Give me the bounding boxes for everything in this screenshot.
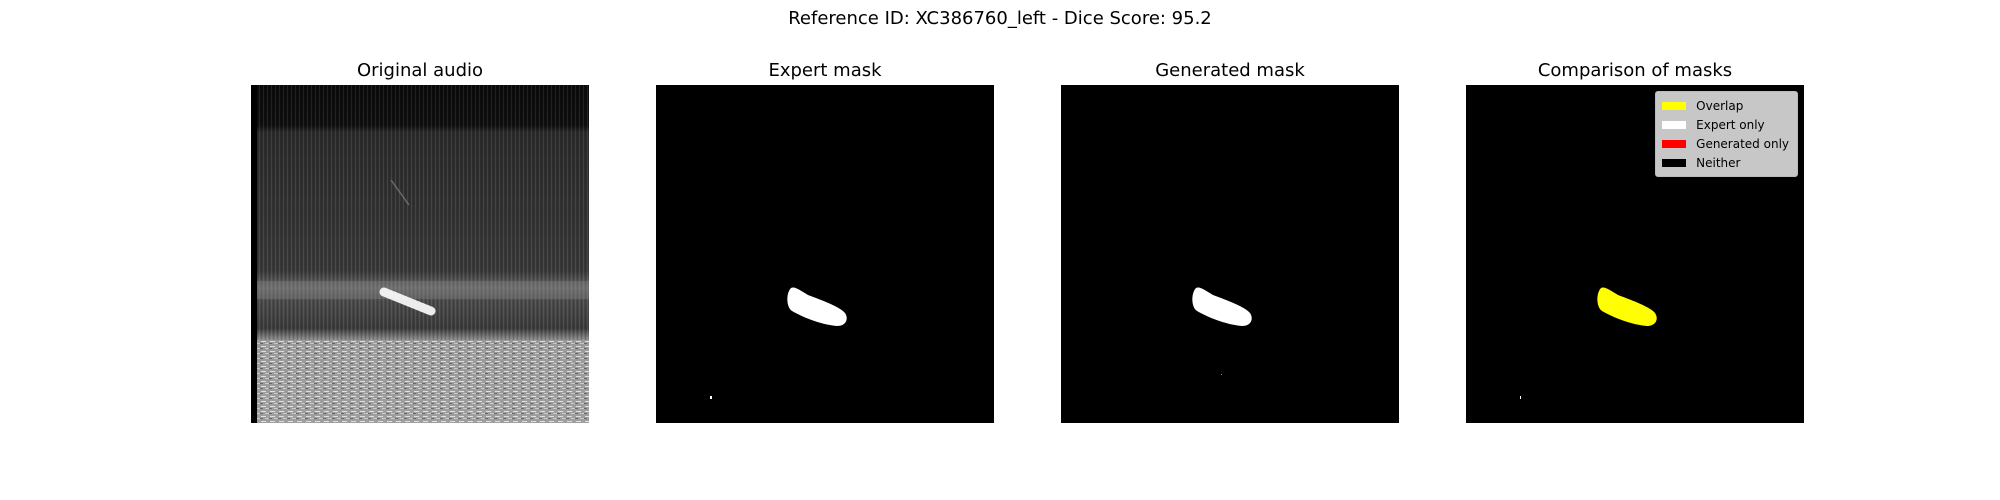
spectrogram-image [251,85,589,423]
legend-item-expert-only: Expert only [1662,115,1789,134]
figure-suptitle: Reference ID: XC386760_left - Dice Score… [788,8,1212,29]
panel-title-expert-mask: Expert mask [768,60,882,81]
legend-item-overlap: Overlap [1662,96,1789,115]
panel-title-comparison: Comparison of masks [1537,60,1733,81]
expert-only-swatch [1662,120,1687,129]
expert-mask-shape [710,287,847,399]
comparison-legend: Overlap Expert only Generated only Neith… [1655,91,1798,177]
expert-mask-image [656,85,994,423]
panel-title-generated-mask: Generated mask [1155,60,1305,81]
legend-label-expert-only: Expert only [1696,117,1765,132]
generated-mask-shape [1192,287,1252,375]
panel-title-original-audio: Original audio [356,60,484,81]
generated-only-swatch [1662,139,1687,148]
generated-mask-image [1061,85,1399,423]
legend-item-generated-only: Generated only [1662,134,1789,153]
legend-label-neither: Neither [1696,155,1741,170]
original-audio-spectrogram [251,85,589,423]
legend-label-generated-only: Generated only [1696,136,1789,151]
neither-swatch [1662,158,1687,167]
comparison-mask-image: Overlap Expert only Generated only Neith… [1466,85,1804,423]
overlap-swatch [1662,101,1687,110]
legend-item-neither: Neither [1662,153,1789,172]
legend-label-overlap: Overlap [1696,98,1744,113]
comparison-mask-shape [1520,287,1657,399]
